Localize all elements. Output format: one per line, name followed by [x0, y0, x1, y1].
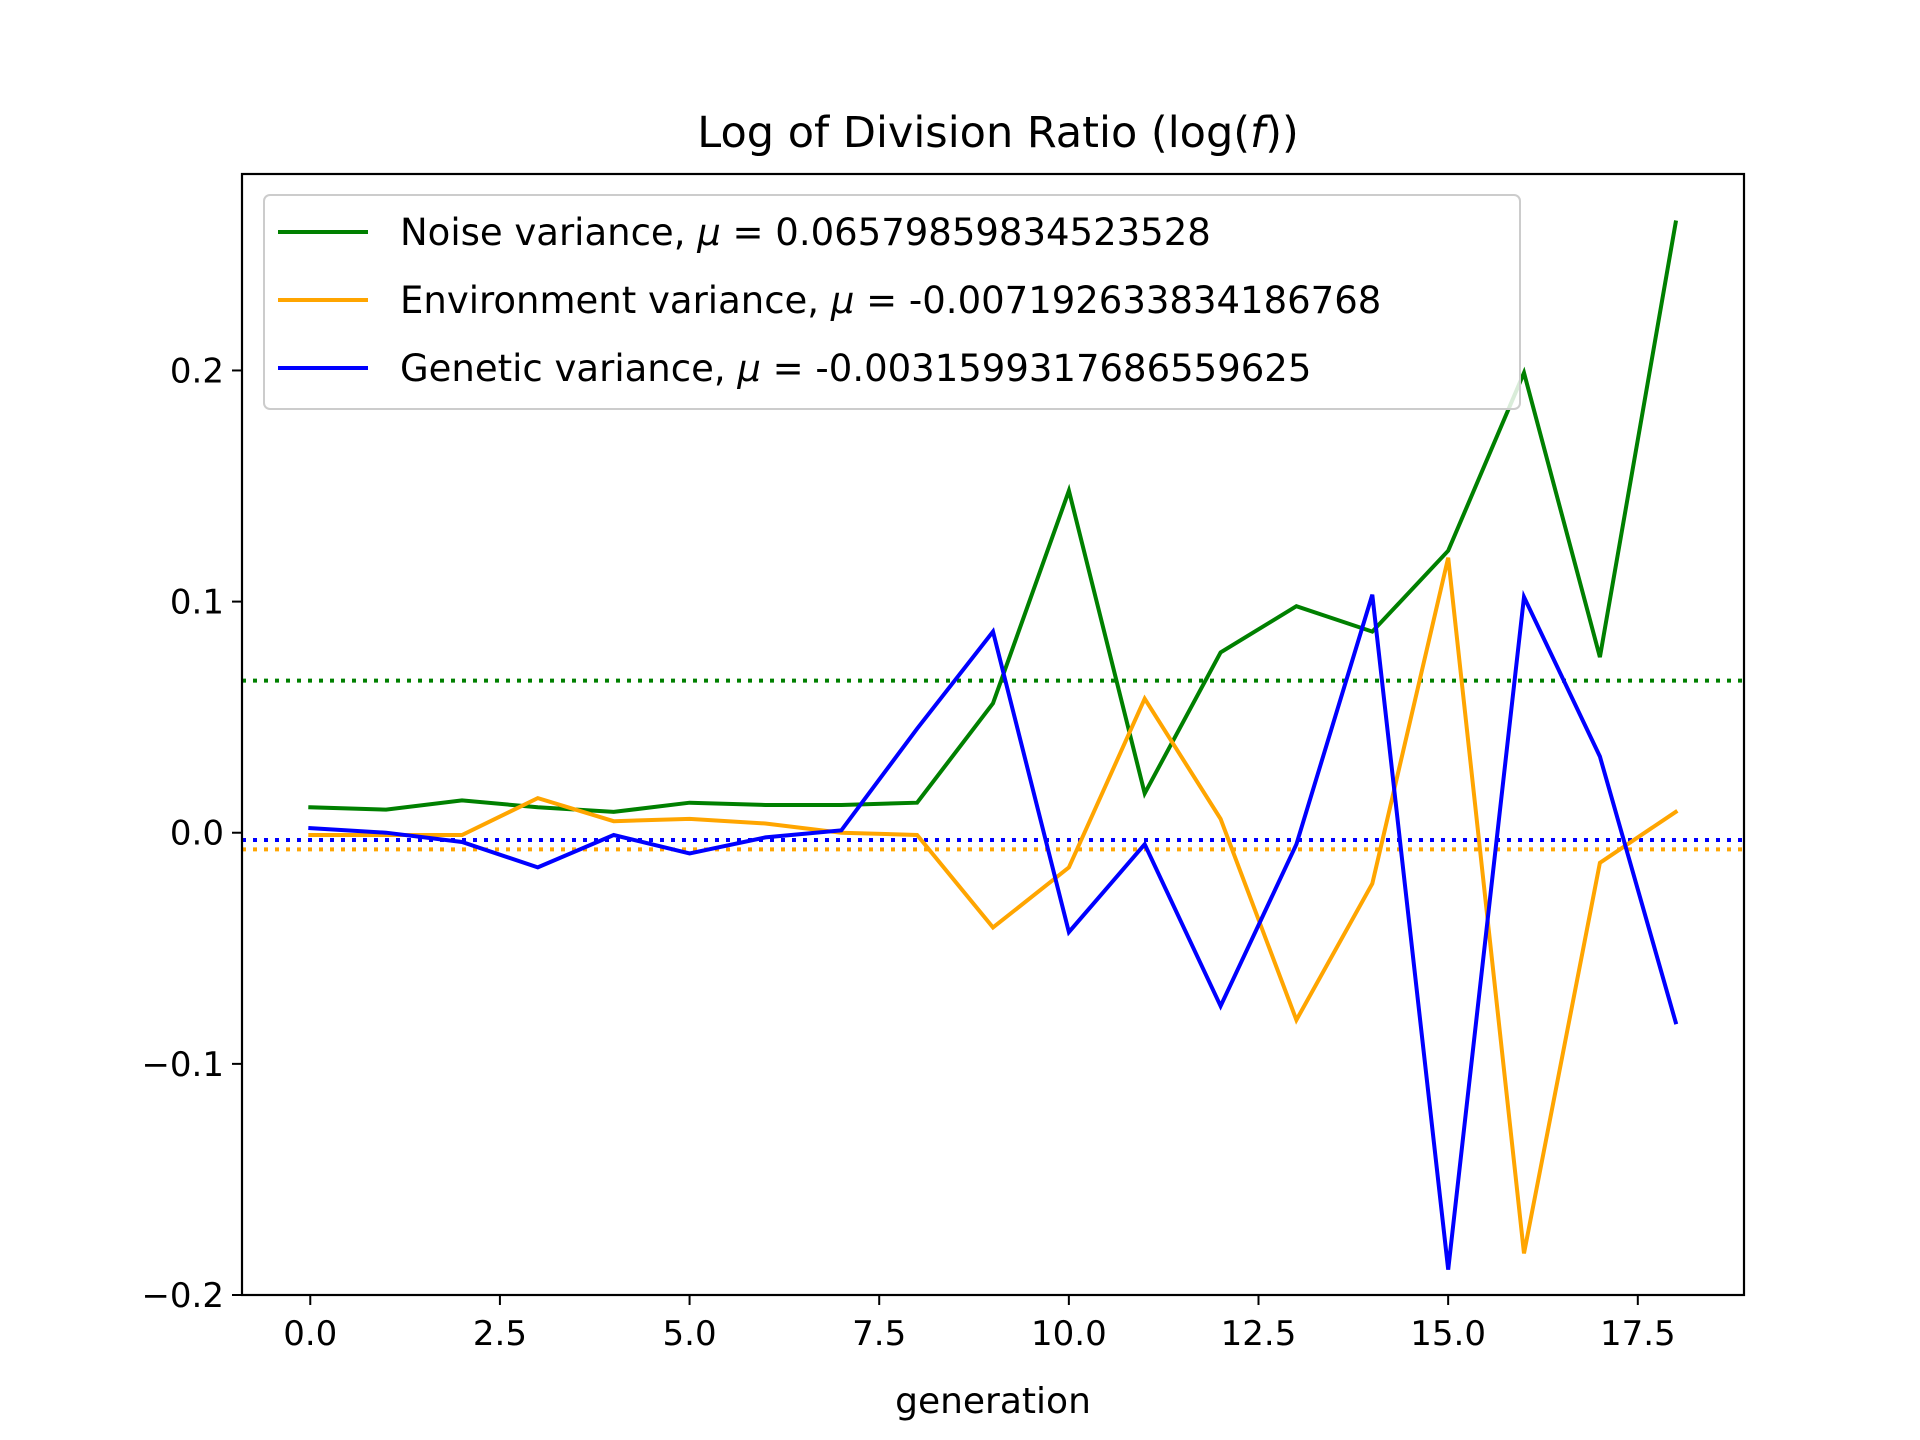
- series-line-1: [308, 557, 1679, 1254]
- y-tick-label: −0.2: [141, 1276, 224, 1316]
- y-tick-label: 0.0: [170, 814, 224, 854]
- series-lines: [308, 220, 1679, 1270]
- x-tick-label: 17.5: [1600, 1314, 1676, 1354]
- legend-box: [263, 194, 1521, 410]
- x-tick-label: 7.5: [852, 1314, 906, 1354]
- x-tick-label: 10.0: [1031, 1314, 1107, 1354]
- x-tick-label: 15.0: [1410, 1314, 1486, 1354]
- y-tick-label: 0.2: [170, 351, 224, 391]
- y-tick-label: −0.1: [141, 1045, 224, 1085]
- legend: Noise variance, μ = 0.06579859834523528 E…: [263, 194, 1521, 410]
- series-line-2: [308, 589, 1679, 1270]
- x-axis-ticks: 0.0 2.5 5.0 7.5 10.0 12.5 15.0 17.5: [283, 1295, 1676, 1354]
- legend-label-0: Noise variance, μ = 0.06579859834523528: [400, 211, 1211, 254]
- x-tick-label: 5.0: [663, 1314, 717, 1354]
- x-tick-label: 2.5: [473, 1314, 527, 1354]
- y-tick-label: 0.1: [170, 583, 224, 623]
- plot-area-frame: [240, 172, 1746, 1297]
- x-tick-label: 0.0: [283, 1314, 337, 1354]
- x-axis-label: generation: [895, 1381, 1091, 1422]
- y-axis-ticks: −0.2 −0.1 0.0 0.1 0.2: [141, 351, 242, 1316]
- x-tick-label: 12.5: [1221, 1314, 1297, 1354]
- mean-lines: [242, 678, 1744, 852]
- series-line-0: [308, 220, 1679, 814]
- chart-title: Log of Division Ratio (log(f)): [697, 108, 1299, 158]
- legend-label-2: Genetic variance, μ = -0.003159931768655…: [400, 347, 1311, 390]
- legend-label-1: Environment variance, μ = -0.00719263383…: [400, 279, 1381, 322]
